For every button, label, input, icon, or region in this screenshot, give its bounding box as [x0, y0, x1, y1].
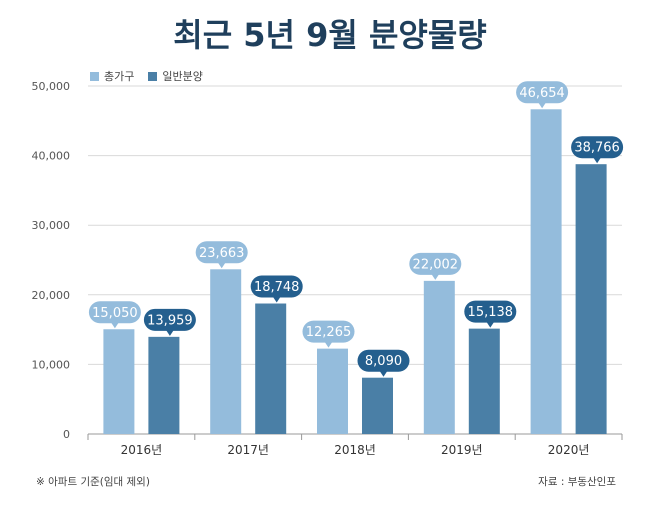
data-label: 22,002	[409, 252, 462, 280]
bar	[255, 303, 287, 434]
legend-item-general: 일반분양	[148, 68, 203, 84]
data-label-bubble	[250, 275, 303, 298]
y-tick-label: 30,000	[32, 219, 71, 232]
data-label: 15,138	[464, 300, 517, 328]
data-label: 38,766	[571, 136, 624, 164]
data-label-text: 15,050	[92, 306, 138, 321]
data-label-pointer	[379, 370, 388, 377]
data-label: 15,050	[88, 301, 141, 329]
source-note: 자료 : 부동산인포	[538, 476, 616, 488]
data-label-bubble	[302, 320, 355, 343]
bar	[362, 377, 393, 434]
bar	[530, 109, 562, 435]
data-label-bubble	[409, 252, 462, 275]
data-label-bubble	[571, 136, 624, 159]
y-tick-label: 40,000	[32, 150, 71, 163]
data-label: 23,663	[195, 241, 248, 269]
data-label: 8,090	[357, 349, 410, 377]
data-label-bubble	[88, 301, 141, 324]
x-tick-label: 2017년	[227, 443, 269, 457]
data-label-text: 13,959	[147, 313, 193, 328]
data-label-pointer	[486, 321, 495, 328]
data-label-bubble	[357, 349, 410, 372]
data-label-text: 23,663	[199, 246, 245, 261]
data-label-text: 8,090	[365, 354, 402, 369]
x-tick-label: 2016년	[121, 443, 163, 457]
x-tick-label: 2020년	[548, 443, 590, 457]
y-tick-label: 20,000	[32, 289, 71, 302]
data-label-text: 18,748	[254, 280, 300, 295]
bar	[103, 329, 135, 434]
legend-swatch-general	[148, 71, 158, 81]
data-label-pointer	[324, 341, 333, 348]
data-label-bubble	[143, 308, 196, 331]
data-label-text: 22,002	[413, 257, 459, 272]
legend-swatch-total	[90, 71, 99, 81]
data-label-pointer	[272, 296, 281, 303]
data-label-text: 12,265	[306, 325, 352, 340]
data-label: 13,959	[143, 308, 196, 336]
legend-item-total: 총가구	[90, 68, 134, 84]
data-label-text: 46,654	[519, 86, 565, 101]
bar	[575, 164, 607, 434]
data-label-bubble	[464, 300, 517, 323]
bar	[423, 280, 455, 434]
y-tick-label: 10,000	[32, 358, 71, 371]
data-label: 12,265	[302, 320, 355, 348]
y-tick-label: 0	[63, 428, 70, 441]
bar	[210, 269, 242, 434]
data-label-pointer	[538, 102, 547, 109]
x-tick-label: 2018년	[334, 443, 376, 457]
legend-label-general: 일반분양	[162, 70, 203, 83]
data-label-bubble	[516, 81, 569, 104]
data-label: 46,654	[516, 81, 569, 109]
data-label: 18,748	[250, 275, 303, 303]
footnote: ※ 아파트 기준(임대 제외)	[36, 476, 150, 488]
data-label-text: 38,766	[574, 141, 620, 156]
bar	[468, 328, 500, 434]
data-label-bubble	[195, 241, 248, 264]
x-tick-label: 2019년	[441, 443, 483, 457]
data-label-pointer	[110, 322, 119, 329]
data-label-pointer	[217, 262, 226, 269]
bar	[317, 348, 348, 434]
data-label-pointer	[431, 273, 440, 280]
data-label-pointer	[165, 329, 174, 336]
chart-title: 최근 5년 9월 분양물량	[173, 16, 487, 54]
y-tick-label: 50,000	[32, 80, 71, 93]
legend-label-total: 총가구	[104, 70, 135, 83]
data-label-text: 15,138	[468, 305, 514, 320]
legend: 총가구 일반분양	[90, 68, 203, 84]
bar	[148, 336, 180, 434]
data-label-pointer	[593, 157, 602, 164]
